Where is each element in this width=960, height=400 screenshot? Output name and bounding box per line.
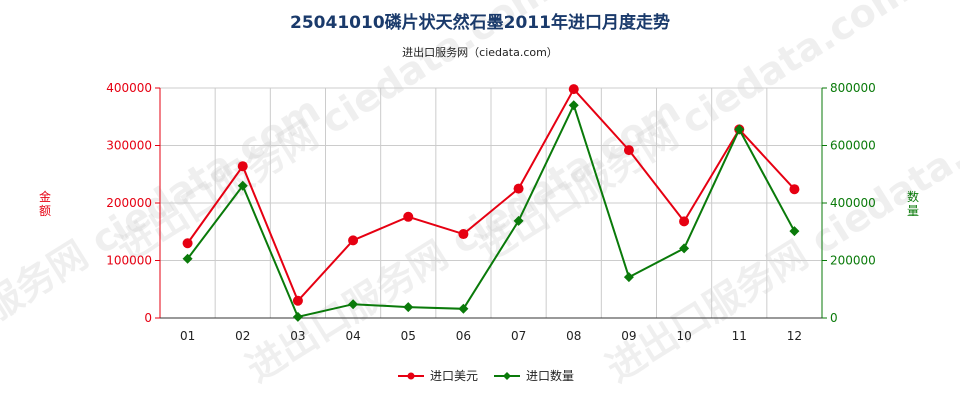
grid-lines	[159, 87, 823, 318]
data-point-进口数量	[348, 299, 359, 310]
series-line-进口美元	[186, 87, 796, 303]
left-tick-label: 100000	[106, 254, 152, 268]
data-point-进口数量	[182, 253, 193, 264]
data-point-进口美元	[789, 184, 800, 195]
data-point-进口数量	[679, 243, 690, 254]
right-tick-label: 400000	[830, 196, 876, 210]
x-tick-label: 02	[235, 329, 250, 343]
data-point-进口数量	[403, 302, 414, 313]
y-axis-right-title: 数量	[907, 189, 919, 218]
left-tick-label: 200000	[106, 196, 152, 210]
data-point-进口美元	[403, 211, 414, 222]
data-point-进口美元	[348, 235, 359, 246]
data-point-进口数量	[568, 100, 579, 111]
tick-labels: 0 100000 200000 300000 400000 0 200000 400000 60…	[39, 81, 919, 343]
y-axis-left-title: 金额	[39, 189, 51, 218]
legend-marker-进口数量	[503, 372, 511, 380]
left-tick-label: 0	[144, 311, 152, 325]
right-tick-label: 600000	[830, 139, 876, 153]
x-tick-label: 03	[290, 329, 305, 343]
data-point-进口美元	[237, 161, 248, 172]
series-line-进口数量	[186, 102, 796, 319]
x-tick-label: 12	[787, 329, 802, 343]
x-tick-label: 05	[401, 329, 416, 343]
left-tick-label: 300000	[106, 139, 152, 153]
x-tick-label: 08	[566, 329, 581, 343]
legend-label-进口美元: 进口美元	[430, 369, 478, 383]
left-tick-label: 400000	[106, 81, 152, 95]
x-tick-label: 09	[621, 329, 636, 343]
data-point-进口数量	[237, 180, 248, 191]
data-point-进口数量	[513, 215, 524, 226]
chart-subtitle: 进出口服务网（ciedata.com）	[402, 45, 558, 59]
data-point-进口数量	[789, 226, 800, 237]
legend-marker-进口美元	[407, 372, 415, 380]
data-point-进口数量	[734, 124, 745, 135]
data-point-进口美元	[182, 238, 193, 249]
data-point-进口美元	[292, 295, 303, 306]
x-tick-label: 06	[456, 329, 471, 343]
legend: 进口美元 进口数量	[398, 368, 574, 383]
right-tick-label: 800000	[830, 81, 876, 95]
right-tick-label: 200000	[830, 254, 876, 268]
data-point-进口美元	[623, 145, 634, 156]
right-tick-label: 0	[830, 311, 838, 325]
data-point-进口美元	[568, 84, 579, 95]
x-tick-label: 01	[180, 329, 195, 343]
chart-title: 25041010磷片状天然石墨2011年进口月度走势	[290, 12, 670, 33]
data-point-进口数量	[292, 311, 303, 322]
data-point-进口美元	[513, 183, 524, 194]
x-tick-label: 10	[676, 329, 691, 343]
legend-label-进口数量: 进口数量	[526, 368, 574, 383]
x-tick-label: 11	[732, 329, 747, 343]
x-tick-label: 04	[345, 329, 360, 343]
series-layer	[182, 84, 800, 322]
data-point-进口数量	[458, 303, 469, 314]
data-point-进口数量	[623, 272, 634, 283]
data-point-进口美元	[458, 229, 469, 240]
x-tick-label: 07	[511, 329, 526, 343]
data-point-进口美元	[679, 216, 690, 227]
